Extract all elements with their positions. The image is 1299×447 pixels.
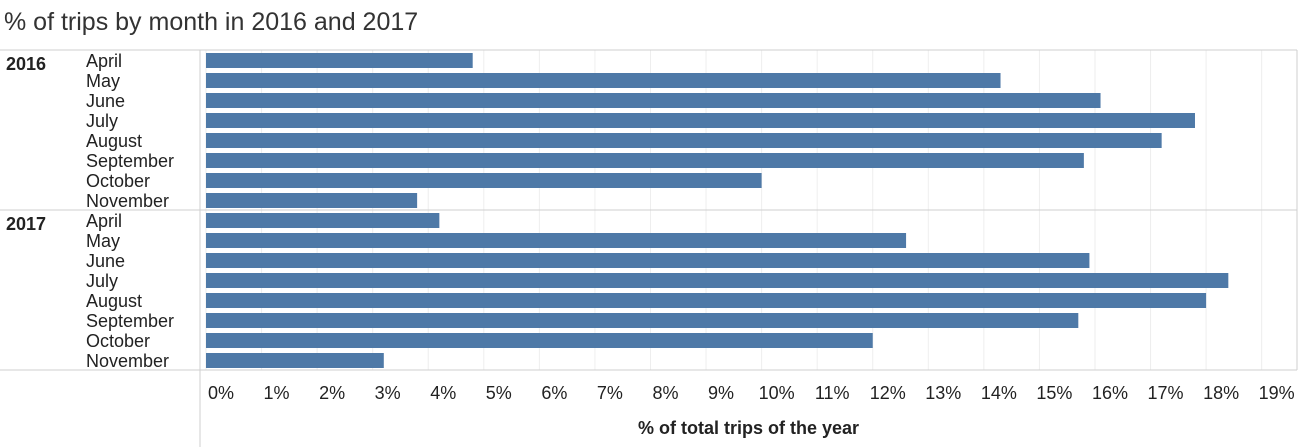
x-tick-label: 10% [759, 383, 795, 403]
x-tick-label: 19% [1259, 383, 1295, 403]
bar [206, 293, 1207, 308]
month-label: September [86, 151, 174, 171]
x-tick-label: 16% [1092, 383, 1128, 403]
month-label: August [86, 131, 142, 151]
x-tick-label: 7% [597, 383, 623, 403]
month-label: November [86, 191, 169, 211]
bar [206, 333, 873, 348]
month-label: May [86, 71, 120, 91]
bar [206, 193, 418, 208]
month-label: September [86, 311, 174, 331]
category-labels: 2016 AprilMayJuneJulyAugustSeptemberOctob… [6, 51, 174, 371]
x-tick-label: 4% [430, 383, 456, 403]
month-label: April [86, 51, 122, 71]
month-label: May [86, 231, 120, 251]
x-tick-label: 14% [981, 383, 1017, 403]
chart-frame [0, 49, 1298, 447]
x-tick-label: 1% [264, 383, 290, 403]
x-tick-label: 17% [1148, 383, 1184, 403]
bar [206, 273, 1229, 288]
x-tick-label: 8% [652, 383, 678, 403]
x-tick-label: 15% [1036, 383, 1072, 403]
x-tick-label: 2% [319, 383, 345, 403]
month-label: August [86, 291, 142, 311]
x-tick-label: 18% [1203, 383, 1239, 403]
x-axis: % of total trips of the year 0% 1% 2% 3% 4% 5… [208, 383, 1295, 438]
bar [206, 213, 440, 228]
year-label: 2017 [6, 214, 46, 234]
x-tick-label: 13% [925, 383, 961, 403]
bar [206, 133, 1162, 148]
chart-title: % of trips by month in 2016 and 2017 [4, 8, 419, 36]
bar [206, 153, 1084, 168]
month-label: October [86, 331, 150, 351]
month-label: November [86, 351, 169, 371]
x-tick-label: 12% [870, 383, 906, 403]
x-tick-label: 6% [541, 383, 567, 403]
bar [206, 313, 1079, 328]
year-label: 2016 [6, 54, 46, 74]
bar [206, 253, 1090, 268]
bar [206, 113, 1195, 128]
x-axis-title: % of total trips of the year [638, 418, 859, 438]
bar [206, 173, 762, 188]
bar [206, 233, 907, 248]
x-tick-label: 5% [486, 383, 512, 403]
x-tick-label: 3% [375, 383, 401, 403]
x-tick-label: 0% [208, 383, 234, 403]
month-label: July [86, 271, 118, 291]
month-label: July [86, 111, 118, 131]
bar [206, 73, 1001, 88]
bars [206, 53, 1229, 368]
x-tick-label: 9% [708, 383, 734, 403]
bar [206, 93, 1101, 108]
month-label: October [86, 171, 150, 191]
bar [206, 53, 473, 68]
bar [206, 353, 384, 368]
month-label: April [86, 211, 122, 231]
month-label: June [86, 91, 125, 111]
x-tick-label: 11% [815, 383, 850, 403]
month-label: June [86, 251, 125, 271]
